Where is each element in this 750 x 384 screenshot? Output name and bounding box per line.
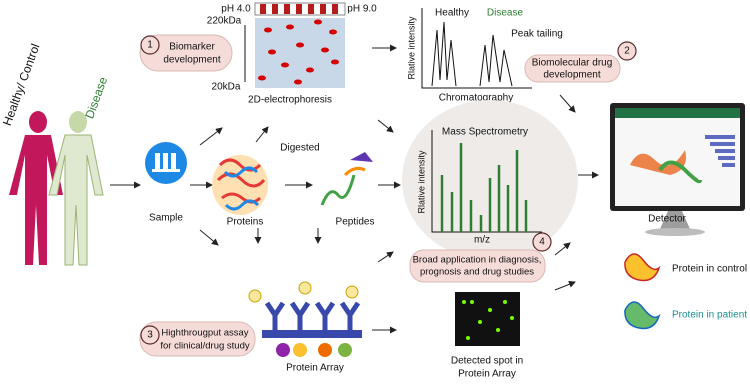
ms-axes [431, 130, 542, 233]
chrom-peaks [431, 21, 513, 87]
chrom-axes [421, 8, 532, 89]
disease-label: Disease [82, 75, 110, 121]
step3-number: 3 [147, 330, 153, 341]
step4-text: prognosis and drug studies [420, 267, 534, 278]
step1-text: development [163, 55, 220, 66]
legend-patient: Protein in patient [672, 310, 747, 321]
mass-low: 20kDa [212, 82, 241, 93]
array-illustration [248, 281, 362, 357]
peptides-label: Peptides [336, 217, 375, 228]
step2-text: Biomolecular drug [532, 58, 613, 69]
bodies [9, 111, 104, 266]
chrom-y-label: Rlative intensity [406, 16, 416, 80]
proteins-label: Proteins [227, 217, 264, 228]
step2-pill [524, 54, 621, 83]
sample-tubes [152, 153, 180, 172]
ms-peaks [440, 143, 528, 232]
spot-image [455, 292, 520, 346]
step3-text: for clinical/drug study [160, 341, 249, 352]
step1-number: 1 [147, 40, 153, 51]
detector-label: Detector [648, 214, 686, 225]
protein-structure [212, 155, 268, 215]
ms-x-label: m/z [474, 235, 490, 246]
detected-caption: Protein Array [458, 369, 516, 380]
peak-tailing: Peak tailing [511, 29, 563, 40]
array-caption: Protein Array [286, 363, 344, 374]
chrom-disease: Disease [487, 8, 524, 19]
ms-y-label: Rlative intensity [416, 150, 426, 214]
step1-badge [140, 35, 160, 55]
gel-caption: 2D-electrophoresis [248, 95, 332, 106]
patient-protein [624, 301, 661, 330]
digested-label: Digested [280, 143, 319, 154]
step3-pill [139, 321, 256, 357]
step4-text: Broad application in diagnosis, [413, 255, 542, 266]
monitor [610, 103, 745, 236]
step4-pill [409, 249, 546, 283]
step2-text: development [543, 70, 600, 81]
ph-stripes [260, 4, 338, 14]
step4-number: 4 [539, 237, 545, 248]
spots [462, 300, 514, 340]
mass-high: 220kDa [207, 16, 242, 27]
step1-text: Biomarker [169, 42, 215, 53]
chrom-caption: Chromatography [439, 93, 513, 104]
gel-spots [258, 19, 339, 85]
legend-control: Protein in control [672, 264, 747, 275]
ms-title: Mass Spectrometry [442, 127, 528, 138]
detected-caption: Detected spot in [451, 356, 523, 367]
chrom-healthy: Healthy [435, 8, 469, 19]
ph-low: pH 4.0 [221, 4, 251, 15]
peptides-structure [320, 152, 373, 206]
sample-label: Sample [149, 213, 183, 224]
step3-text: Highthrougput assay [161, 328, 248, 339]
step2-badge [617, 41, 637, 61]
step3-badge [140, 325, 160, 345]
ph-high: pH 9.0 [347, 4, 377, 15]
step2-number: 2 [624, 46, 630, 57]
step1-pill [139, 34, 233, 72]
step4-badge [532, 232, 552, 252]
control-protein [624, 253, 661, 282]
